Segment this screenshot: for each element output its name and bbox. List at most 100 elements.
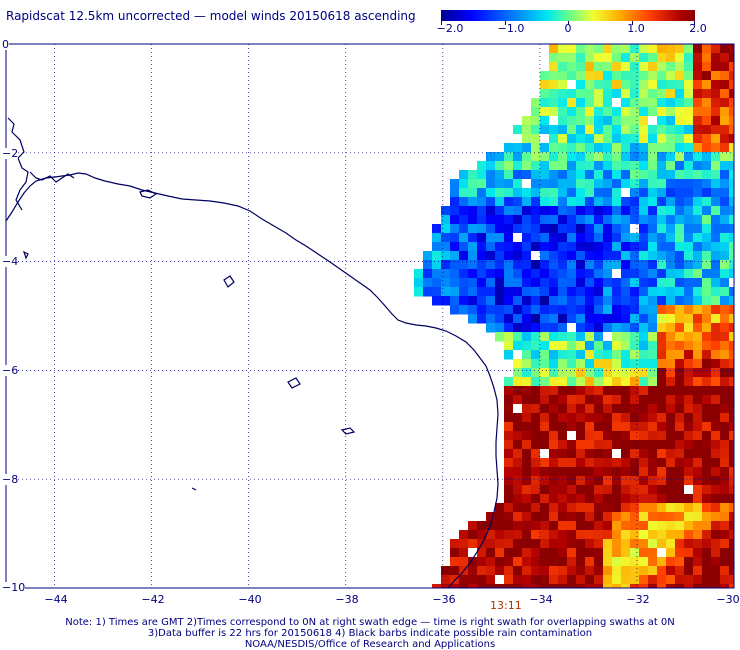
swath-cell bbox=[549, 386, 559, 396]
swath-cell bbox=[549, 170, 559, 180]
swath-cell bbox=[477, 215, 487, 225]
swath-cell bbox=[630, 44, 640, 54]
swath-cell bbox=[504, 341, 514, 351]
swath-cell bbox=[702, 269, 712, 279]
swath-cell bbox=[540, 242, 550, 252]
swath-cell bbox=[657, 80, 667, 90]
swath-cell bbox=[522, 566, 532, 576]
swath-cell bbox=[576, 215, 586, 225]
swath-cell bbox=[675, 44, 685, 54]
swath-cell bbox=[486, 566, 496, 576]
swath-cell bbox=[495, 233, 505, 243]
swath-cell bbox=[522, 359, 532, 369]
swath-cell bbox=[666, 323, 676, 333]
swath-cell bbox=[522, 449, 532, 459]
swath-cell bbox=[576, 224, 586, 234]
swath-cell bbox=[702, 377, 712, 387]
swath-cell bbox=[729, 206, 734, 216]
swath-cell bbox=[675, 170, 685, 180]
swath-cell bbox=[657, 503, 667, 513]
swath-cell bbox=[612, 557, 622, 567]
swath-cell bbox=[702, 431, 712, 441]
swath-cell bbox=[630, 179, 640, 189]
swath-cell bbox=[549, 152, 559, 162]
swath-cell bbox=[531, 449, 541, 459]
swath-cell bbox=[720, 530, 730, 540]
swath-cell bbox=[567, 98, 577, 108]
swath-cell bbox=[513, 170, 523, 180]
swath-cell bbox=[585, 197, 595, 207]
swath-cell bbox=[702, 323, 712, 333]
swath-cell bbox=[711, 260, 721, 270]
swath-cell bbox=[612, 503, 622, 513]
swath-cell bbox=[477, 278, 487, 288]
swath-cell bbox=[693, 62, 703, 72]
swath-cell bbox=[576, 197, 586, 207]
swath-cell bbox=[666, 44, 676, 54]
swath-cell bbox=[684, 89, 694, 99]
swath-cell bbox=[450, 260, 460, 270]
swath-cell bbox=[693, 566, 703, 576]
lat-label: −2 bbox=[2, 147, 19, 160]
swath-cell bbox=[504, 521, 514, 531]
swath-cell bbox=[585, 242, 595, 252]
swath-cell bbox=[693, 206, 703, 216]
swath-cell bbox=[576, 557, 586, 567]
swath-cell bbox=[639, 152, 649, 162]
swath-cell bbox=[531, 350, 541, 360]
swath-cell bbox=[549, 557, 559, 567]
swath-cell bbox=[531, 512, 541, 522]
swath-cell bbox=[675, 107, 685, 117]
swath-cell bbox=[666, 539, 676, 549]
swath-cell bbox=[603, 116, 613, 126]
swath-cell bbox=[531, 269, 541, 279]
swath-cell bbox=[693, 539, 703, 549]
swath-cell bbox=[540, 377, 550, 387]
swath-cell bbox=[729, 440, 734, 450]
swath-cell bbox=[432, 278, 442, 288]
swath-cell bbox=[612, 386, 622, 396]
swath-cell bbox=[567, 125, 577, 135]
swath-cell bbox=[621, 206, 631, 216]
swath-cell bbox=[504, 215, 514, 225]
swath-cell bbox=[621, 521, 631, 531]
swath-cell bbox=[495, 287, 505, 297]
swath-cell bbox=[594, 566, 604, 576]
swath-cell bbox=[567, 179, 577, 189]
swath-cell bbox=[594, 404, 604, 414]
swath-cell bbox=[612, 98, 622, 108]
swath-cell bbox=[648, 89, 658, 99]
swath-cell bbox=[729, 377, 734, 387]
swath-cell bbox=[729, 44, 734, 54]
swath-cell bbox=[711, 458, 721, 468]
swath-cell bbox=[558, 206, 568, 216]
swath-cell bbox=[639, 107, 649, 117]
swath-cell bbox=[657, 557, 667, 567]
swath-cell bbox=[648, 152, 658, 162]
swath-cell bbox=[675, 503, 685, 513]
swath-cell bbox=[648, 476, 658, 486]
swath-cell bbox=[684, 422, 694, 432]
swath-cell bbox=[567, 278, 577, 288]
swath-cell bbox=[675, 53, 685, 63]
swath-cell bbox=[639, 116, 649, 126]
swath-cell bbox=[648, 395, 658, 405]
swath-cell bbox=[540, 566, 550, 576]
swath-cell bbox=[729, 89, 734, 99]
swath-cell bbox=[648, 566, 658, 576]
swath-cell bbox=[567, 188, 577, 198]
swath-cell bbox=[675, 215, 685, 225]
swath-cell bbox=[585, 575, 595, 585]
swath-cell bbox=[531, 476, 541, 486]
swath-cell bbox=[594, 350, 604, 360]
swath-cell bbox=[549, 251, 559, 261]
swath-cell bbox=[720, 314, 730, 324]
swath-cell bbox=[612, 521, 622, 531]
swath-cell bbox=[513, 386, 523, 396]
swath-cell bbox=[594, 269, 604, 279]
swath-cell bbox=[459, 197, 469, 207]
lon-label: −44 bbox=[44, 593, 68, 606]
swath-cell bbox=[549, 269, 559, 279]
swath-cell bbox=[603, 107, 613, 117]
swath-cell bbox=[729, 179, 734, 189]
